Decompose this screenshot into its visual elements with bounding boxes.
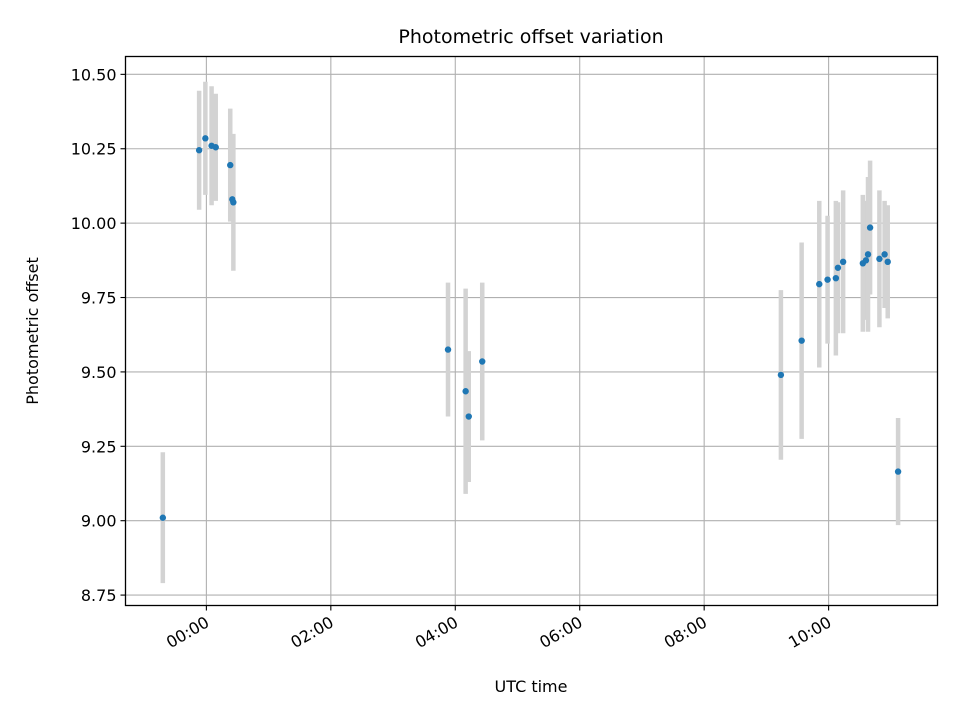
data-point xyxy=(881,251,888,258)
y-tick-label: 10.25 xyxy=(71,140,117,159)
data-point xyxy=(195,147,203,154)
data-point xyxy=(444,346,452,353)
y-tick-label: 9.75 xyxy=(81,289,117,308)
error-bars xyxy=(160,81,901,584)
data-point xyxy=(862,257,870,264)
data-point xyxy=(159,514,167,521)
x-axis-label: UTC time xyxy=(495,677,568,696)
y-axis: 8.75 9.00 9.25 9.50 9.75 10.00 10.25 10.50 xyxy=(71,65,126,605)
chart-title: Photometric offset variation xyxy=(398,26,663,48)
y-tick-label: 10.50 xyxy=(71,65,117,84)
x-tick-label: 00:00 xyxy=(163,613,212,653)
data-point xyxy=(777,371,785,379)
x-tick-label: 02:00 xyxy=(287,613,336,653)
plot-frame xyxy=(124,55,939,607)
data-point xyxy=(227,161,234,169)
x-tick-label: 06:00 xyxy=(536,613,585,653)
data-point xyxy=(876,255,883,263)
data-point xyxy=(839,258,847,266)
data-point xyxy=(798,337,805,344)
data-point xyxy=(824,276,831,283)
data-point xyxy=(465,413,472,420)
data-point xyxy=(834,264,842,271)
data-point xyxy=(230,199,237,206)
data-point xyxy=(202,135,209,142)
y-tick-label: 8.75 xyxy=(81,586,117,605)
data-point xyxy=(212,144,219,151)
y-axis-label: Photometric offset xyxy=(23,257,42,405)
data-point xyxy=(884,258,891,266)
y-tick-label: 9.00 xyxy=(81,512,117,531)
data-point xyxy=(462,388,469,395)
data-point xyxy=(479,358,486,365)
x-axis: 00:00 02:00 04:00 06:00 08:00 10:00 xyxy=(163,605,835,653)
data-point xyxy=(864,251,872,258)
y-tick-label: 9.50 xyxy=(81,363,117,382)
x-tick-label: 04:00 xyxy=(412,613,461,653)
grid xyxy=(125,56,938,606)
data-point xyxy=(866,224,874,231)
data-point xyxy=(832,274,840,282)
data-point xyxy=(816,280,823,288)
y-tick-label: 10.00 xyxy=(71,214,117,233)
data-point xyxy=(894,468,902,475)
data-points xyxy=(159,135,902,521)
x-tick-label: 10:00 xyxy=(785,613,834,653)
x-tick-label: 08:00 xyxy=(661,613,710,653)
y-tick-label: 9.25 xyxy=(81,437,117,456)
